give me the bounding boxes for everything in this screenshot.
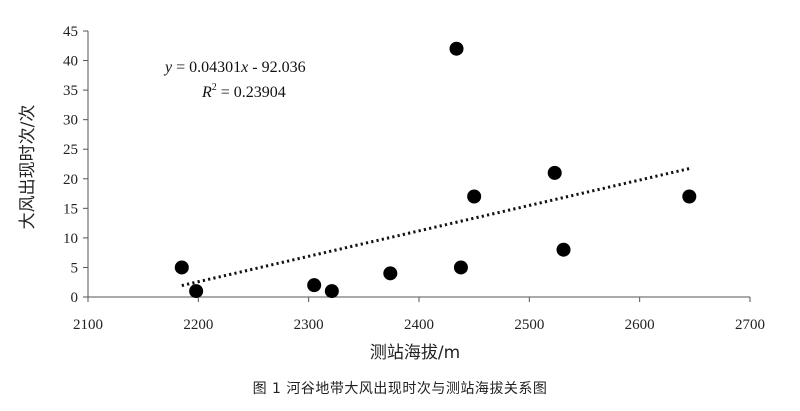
x-tick-label: 2400 [404,317,434,333]
data-points [174,41,697,299]
y-tick-label: 10 [63,231,78,247]
x-tick-label: 2500 [514,317,544,333]
data-point [307,278,322,293]
y-tick-label: 45 [63,24,78,40]
data-point [449,41,464,56]
x-tick-label: 2100 [73,317,103,333]
regression-equation: y = 0.04301x - 92.036 [163,59,306,76]
y-axis-title: 大风出现时次/次 [18,105,38,230]
data-point [682,189,697,204]
trendline [181,167,690,287]
r-squared: R2 = 0.23904 [201,82,286,101]
y-tick-label: 40 [63,54,78,70]
data-point [453,260,468,275]
r-superscript: 2 [212,82,217,93]
x-axis-ticks: 2100 2200 2300 2400 2500 2600 2700 [73,297,765,333]
data-point [324,284,339,299]
figure-caption: 图 1 河谷地带大风出现时次与测站海拔关系图 [252,381,548,397]
data-point [556,242,571,257]
data-point [174,260,189,275]
y-tick-label: 15 [63,201,78,217]
y-tick-label: 30 [63,113,78,129]
x-tick-label: 2300 [294,317,324,333]
eq-y-var: y [163,59,173,76]
x-axis-title: 测站海拔/m [370,343,460,363]
eq-intercept: - 92.036 [248,59,305,76]
y-tick-label: 25 [63,142,78,158]
eq-slope: = 0.04301 [172,59,241,76]
data-point [547,165,562,180]
y-tick-label: 35 [63,83,78,99]
data-point [383,266,398,281]
y-tick-label: 20 [63,172,78,188]
x-tick-label: 2700 [735,317,765,333]
data-point [189,284,204,299]
eq-x-var: x [240,59,248,76]
x-tick-label: 2600 [625,317,655,333]
y-tick-label: 5 [71,260,79,276]
data-point [467,189,482,204]
r-value: = 0.23904 [217,84,286,101]
y-axis-ticks: 0 5 10 15 20 25 30 35 40 45 [63,24,88,306]
r-var: R [201,84,212,101]
x-tick-label: 2200 [183,317,213,333]
y-tick-label: 0 [71,290,79,306]
